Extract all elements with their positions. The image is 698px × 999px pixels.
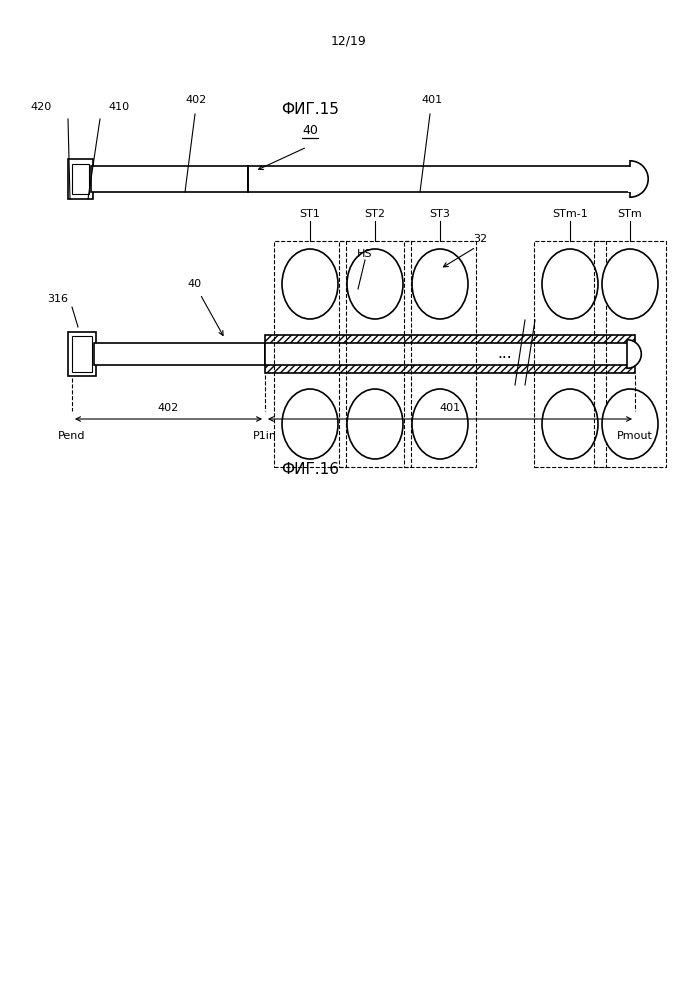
Text: ST3: ST3 bbox=[429, 209, 450, 219]
Text: STm-1: STm-1 bbox=[552, 209, 588, 219]
Text: 40: 40 bbox=[188, 279, 202, 289]
Ellipse shape bbox=[412, 389, 468, 459]
Text: 402: 402 bbox=[158, 403, 179, 413]
Ellipse shape bbox=[542, 389, 598, 459]
Ellipse shape bbox=[347, 389, 403, 459]
Text: 401: 401 bbox=[422, 95, 443, 105]
Text: ...: ... bbox=[498, 347, 512, 362]
Bar bbox=[248, 166, 630, 192]
Text: 420: 420 bbox=[31, 102, 52, 112]
Text: ФИГ.16: ФИГ.16 bbox=[281, 462, 339, 477]
Ellipse shape bbox=[282, 389, 338, 459]
Text: ST2: ST2 bbox=[364, 209, 385, 219]
Ellipse shape bbox=[412, 249, 468, 319]
Bar bbox=[91, 166, 248, 192]
Bar bbox=[339, 241, 411, 467]
Bar bbox=[72, 336, 92, 372]
Wedge shape bbox=[627, 340, 641, 369]
Text: Pend: Pend bbox=[58, 431, 86, 441]
Text: HS: HS bbox=[357, 249, 373, 259]
Text: 32: 32 bbox=[473, 234, 487, 244]
Bar bbox=[68, 332, 96, 376]
Text: 402: 402 bbox=[186, 95, 207, 105]
Text: P1in: P1in bbox=[253, 431, 277, 441]
Bar bbox=[265, 343, 635, 365]
Text: ФИГ.15: ФИГ.15 bbox=[281, 102, 339, 117]
Ellipse shape bbox=[542, 249, 598, 319]
Bar bbox=[94, 343, 265, 365]
Ellipse shape bbox=[602, 249, 658, 319]
Text: 401: 401 bbox=[440, 403, 461, 413]
Bar bbox=[72, 164, 89, 194]
Bar bbox=[534, 241, 606, 467]
Text: 410: 410 bbox=[108, 102, 129, 112]
Wedge shape bbox=[630, 161, 648, 197]
Bar bbox=[594, 241, 666, 467]
Ellipse shape bbox=[602, 389, 658, 459]
Bar bbox=[265, 335, 635, 373]
Text: 12/19: 12/19 bbox=[331, 35, 367, 48]
Text: 316: 316 bbox=[47, 294, 68, 304]
Bar bbox=[404, 241, 476, 467]
Ellipse shape bbox=[347, 249, 403, 319]
Text: Pmout: Pmout bbox=[617, 431, 653, 441]
Text: ST1: ST1 bbox=[299, 209, 320, 219]
Text: 40: 40 bbox=[302, 124, 318, 137]
Bar bbox=[68, 159, 93, 199]
Bar bbox=[274, 241, 346, 467]
Bar bbox=[628, 167, 632, 192]
Text: STm: STm bbox=[618, 209, 642, 219]
Ellipse shape bbox=[282, 249, 338, 319]
